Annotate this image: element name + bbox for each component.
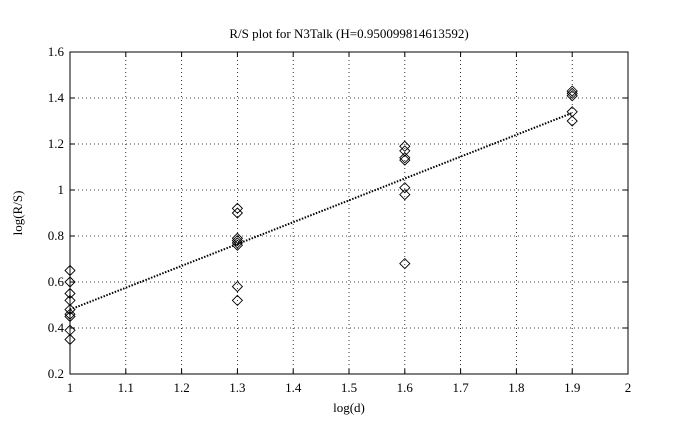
y-tick-label: 0.4 <box>48 320 65 335</box>
y-tick-label: 1.6 <box>48 44 65 59</box>
x-tick-label: 1.3 <box>229 380 245 395</box>
scatter-point <box>64 287 76 300</box>
x-axis-label: log(d) <box>333 400 365 415</box>
x-tick-label: 1.8 <box>508 380 524 395</box>
scatter-point <box>64 310 76 323</box>
x-tick-label: 2 <box>625 380 632 395</box>
y-tick-label: 0.8 <box>48 228 64 243</box>
scatter-point <box>399 152 411 164</box>
scatter-point <box>566 115 578 127</box>
scatter-point <box>399 154 411 166</box>
x-tick-label: 1.6 <box>397 380 414 395</box>
scatter-point <box>399 257 411 270</box>
scatter-point <box>566 85 578 97</box>
scatter-point <box>231 280 244 293</box>
x-tick-label: 1.4 <box>285 380 302 395</box>
scatter-point <box>64 308 76 320</box>
x-tick-label: 1.1 <box>118 380 134 395</box>
scatter-point <box>566 106 578 118</box>
y-axis-label: log(R/S) <box>10 191 25 236</box>
scatter-point <box>64 276 76 288</box>
y-tick-label: 0.2 <box>48 366 64 381</box>
x-tick-label: 1.7 <box>452 380 469 395</box>
y-tick-label: 1.4 <box>48 90 65 105</box>
scatter-point <box>231 207 244 219</box>
fit-line <box>69 112 573 311</box>
scatter-point <box>399 182 411 194</box>
chart-title: R/S plot for N3Talk (H=0.950099814613592… <box>229 26 468 41</box>
scatter-point <box>399 140 411 152</box>
scatter-point <box>231 239 244 251</box>
scatter-point <box>64 324 76 336</box>
scatter-point <box>399 188 411 201</box>
y-tick-label: 0.6 <box>48 274 65 289</box>
scatter-point <box>64 333 76 346</box>
scatter-point <box>231 202 244 215</box>
scatter-point <box>231 234 244 247</box>
scatter-point <box>64 303 76 316</box>
scatter-point <box>64 264 76 277</box>
scatter-point <box>231 232 244 244</box>
x-tick-label: 1 <box>67 380 74 395</box>
scatter-point <box>399 145 411 157</box>
scatter-point <box>566 90 578 102</box>
plot-frame <box>69 51 629 375</box>
x-tick-label: 1.9 <box>564 380 580 395</box>
y-tick-label: 1 <box>58 182 65 197</box>
scatter-point <box>64 294 76 307</box>
x-tick-label: 1.5 <box>341 380 357 395</box>
scatter-point <box>231 237 244 249</box>
scatter-point <box>231 294 244 307</box>
scatter-point <box>566 87 578 100</box>
y-tick-label: 1.2 <box>48 136 64 151</box>
x-tick-label: 1.2 <box>173 380 189 395</box>
